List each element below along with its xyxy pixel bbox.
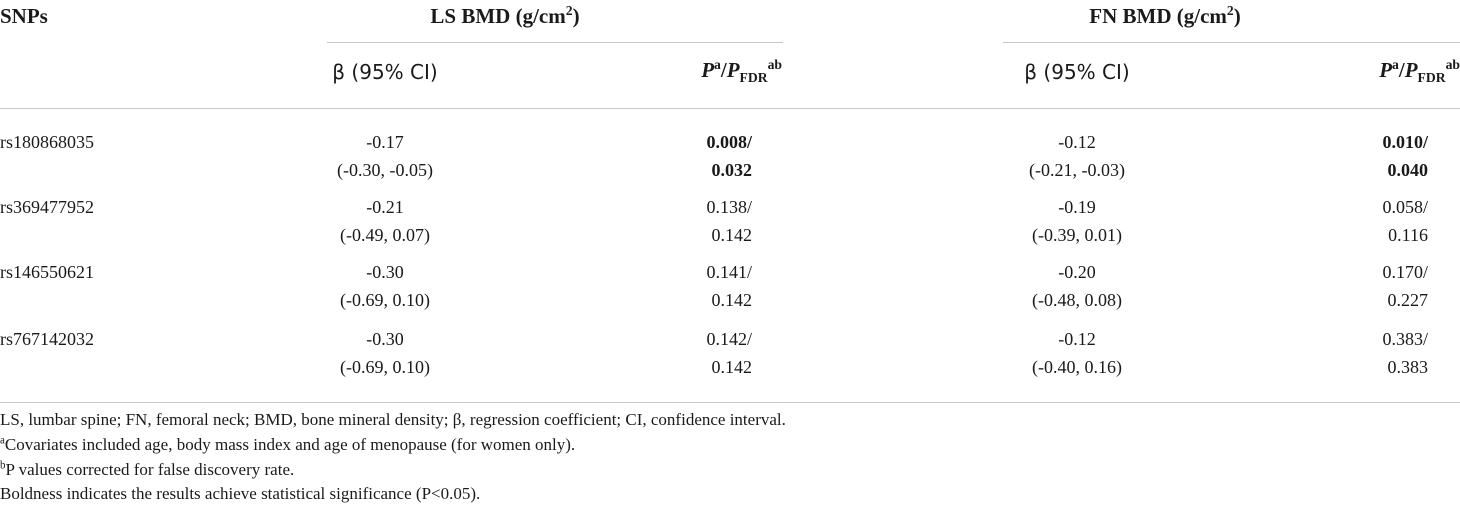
beta-header: β (95% CI) [1024,60,1130,84]
group-title-sup: 2 [1226,3,1234,18]
p-value: 0.383/ [1382,329,1428,349]
p-value: 0.010/ [1382,132,1428,152]
footnote-mark: a [0,434,5,447]
rule [0,402,1460,403]
p-fdr: 0.383 [1387,357,1429,377]
beta: -0.30 [366,329,404,349]
p-header-sup: a [1392,57,1399,72]
p-value: 0.138/ [706,197,752,217]
rule [1003,42,1460,43]
stub-header: SNPs [0,4,48,28]
beta: -0.12 [1058,329,1096,349]
rule [0,108,1460,109]
footnote: bP values corrected for false discovery … [0,460,294,480]
group-title: FN BMD (g/cm [1089,4,1227,28]
group-title-end: ) [1233,4,1241,28]
footnote-text: P values corrected for false discovery r… [5,460,295,479]
p-value: 0.170/ [1382,262,1428,282]
footnote: LS, lumbar spine; FN, femoral neck; BMD,… [0,410,786,430]
p-fdr: 0.227 [1387,290,1429,310]
beta-header: β (95% CI) [332,60,438,84]
p-fdr: 0.040 [1387,160,1429,180]
snp: rs180868035 [0,132,94,152]
beta: -0.17 [366,132,404,152]
p-header-p: P [701,58,715,82]
ci: (-0.49, 0.07) [340,225,430,245]
footnote: Boldness indicates the results achieve s… [0,484,480,504]
p-header-sup: ab [1445,57,1460,72]
beta: -0.30 [366,262,404,282]
ci: (-0.21, -0.03) [1029,160,1125,180]
footnote-text: Covariates included age, body mass index… [4,435,576,454]
snp: rs369477952 [0,197,94,217]
p-value: 0.058/ [1382,197,1428,217]
group-title-end: ) [572,4,580,28]
p-header-sub: FDR [739,70,768,86]
p-value: 0.142/ [706,329,752,349]
snp: rs146550621 [0,262,94,282]
p-fdr: 0.142 [711,290,753,310]
rule [327,42,783,43]
p-header-sup: ab [767,57,782,72]
group-title: LS BMD (g/cm [430,4,566,28]
beta: -0.12 [1058,132,1096,152]
footnote-text: LS, lumbar spine; FN, femoral neck; BMD,… [0,410,786,429]
ci: (-0.69, 0.10) [340,357,430,377]
p-fdr: 0.032 [711,160,753,180]
beta: -0.20 [1058,262,1096,282]
group-title-sup: 2 [565,3,573,18]
beta: -0.19 [1058,197,1096,217]
ci: (-0.39, 0.01) [1032,225,1122,245]
p-header-p: P [1404,58,1418,82]
p-value: 0.141/ [706,262,752,282]
group-header: FN BMD (g/cm2) [1089,4,1240,29]
p-fdr: 0.142 [711,357,753,377]
ci: (-0.40, 0.16) [1032,357,1122,377]
p-header-p: P [1379,58,1393,82]
p-header-sep: / [1398,58,1405,82]
p-header: Pa/PFDRab [701,57,782,86]
footnote: aCovariates included age, body mass inde… [0,435,575,455]
ci: (-0.69, 0.10) [340,290,430,310]
ci: (-0.30, -0.05) [337,160,433,180]
p-header: Pa/PFDRab [1379,57,1460,86]
p-fdr: 0.142 [711,225,753,245]
footnote-text: Boldness indicates the results achieve s… [0,484,481,503]
p-value: 0.008/ [706,132,752,152]
group-header: LS BMD (g/cm2) [430,4,579,29]
ci: (-0.48, 0.08) [1032,290,1122,310]
p-header-sep: / [720,58,727,82]
p-header-sub: FDR [1417,70,1446,86]
beta: -0.21 [366,197,404,217]
p-header-sup: a [714,57,721,72]
p-header-p: P [726,58,740,82]
footnote-mark: b [0,459,6,472]
snp: rs767142032 [0,329,94,349]
p-fdr: 0.116 [1388,225,1428,245]
